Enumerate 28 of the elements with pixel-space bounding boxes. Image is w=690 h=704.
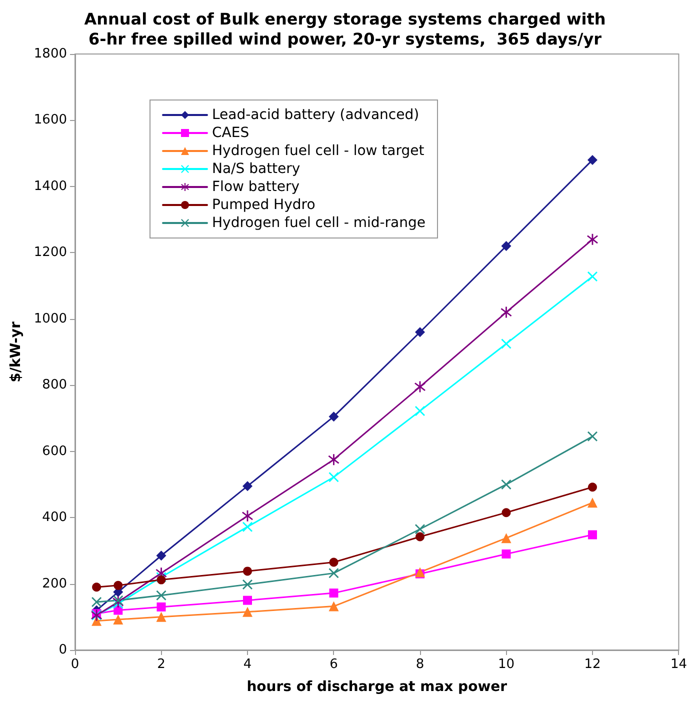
x-tick-label: 2 (157, 657, 166, 672)
y-tick-label: 800 (42, 378, 67, 393)
x-axis-title: hours of discharge at max power (246, 679, 508, 695)
y-tick-label: 0 (58, 642, 67, 658)
y-tick-label: 200 (42, 576, 67, 592)
x-tick-label: 0 (70, 657, 80, 672)
legend-label: CAES (212, 125, 250, 141)
x-tick-label: 14 (670, 657, 687, 672)
legend-label: Na/S battery (212, 161, 300, 177)
y-tick-label: 1600 (34, 112, 67, 128)
y-tick-label: 1400 (34, 178, 67, 194)
y-tick-label: 1800 (34, 46, 67, 62)
legend-label: Lead-acid battery (advanced) (212, 107, 420, 123)
legend-label: Pumped Hydro (212, 197, 316, 213)
y-tick-label: 600 (42, 444, 67, 459)
x-tick-label: 12 (584, 657, 601, 672)
x-tick-label: 10 (498, 657, 515, 672)
x-tick-label: 8 (416, 657, 424, 672)
y-axis-title: $/kW-yr (8, 322, 24, 382)
legend-label: Hydrogen fuel cell - low target (212, 143, 425, 159)
x-tick-label: 6 (330, 657, 338, 672)
legend-label: Hydrogen fuel cell - mid-range (212, 215, 426, 231)
legend-label: Flow battery (212, 179, 300, 195)
y-tick-label: 400 (42, 510, 67, 526)
y-tick-label: 1200 (34, 245, 67, 260)
chart-title: Annual cost of Bulk energy storage systems charged with 6-hr free spilled wind power, 20-yr systems, 365 days/yr (84, 10, 606, 48)
x-tick-label: 4 (243, 657, 252, 672)
y-tick-label: 1000 (34, 311, 67, 326)
